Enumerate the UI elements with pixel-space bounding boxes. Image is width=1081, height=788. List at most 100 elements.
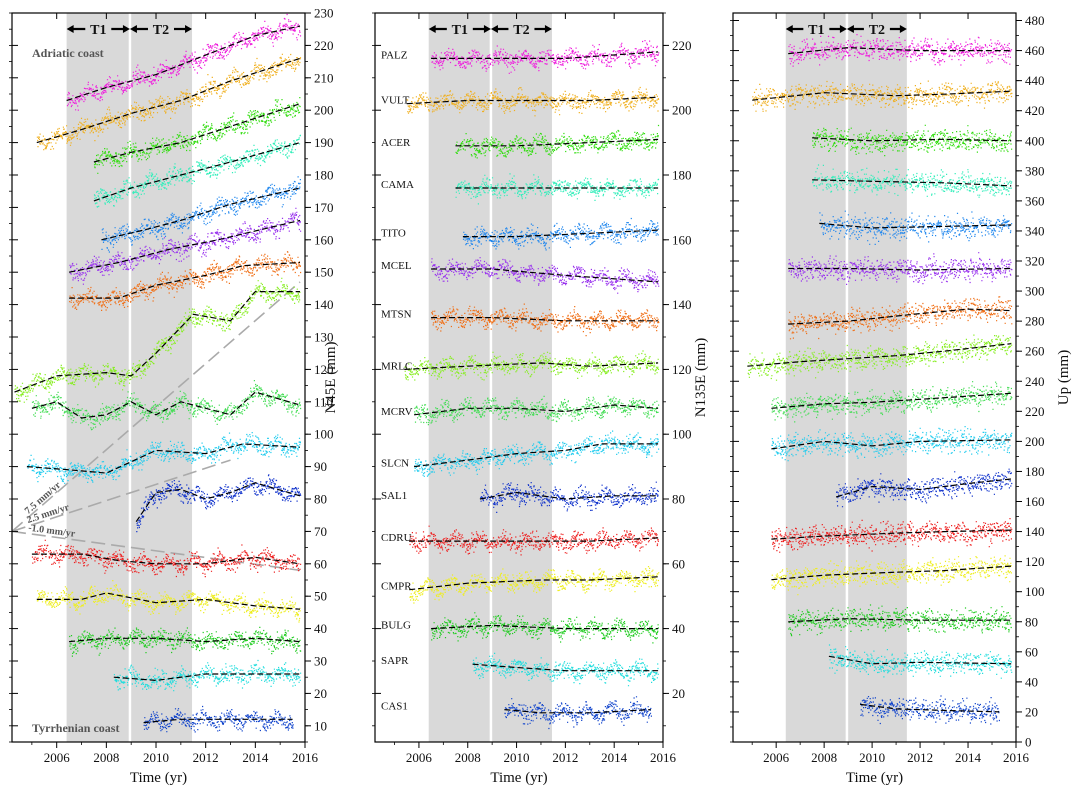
station-label-mcrv: MCRV bbox=[381, 406, 413, 418]
period-t2-label-bg bbox=[147, 20, 174, 37]
y-tick-label: 240 bbox=[1025, 374, 1045, 389]
station-label-mtsn: MTSN bbox=[381, 309, 412, 321]
series-6-points bbox=[69, 251, 302, 311]
series-11 bbox=[771, 518, 1013, 553]
period-t2-arrow-head-right bbox=[185, 25, 193, 33]
station-label-tito: TITO bbox=[381, 228, 406, 240]
x-tick-label: 2006 bbox=[763, 750, 790, 765]
series-6-trend bbox=[431, 317, 659, 322]
series-11-points bbox=[409, 525, 659, 556]
series-3-points bbox=[455, 173, 660, 205]
period-t1-label: T1 bbox=[452, 23, 468, 38]
x-tick-label: 2006 bbox=[44, 750, 71, 765]
series-13-points bbox=[431, 612, 659, 644]
y-tick-label: 120 bbox=[314, 362, 334, 377]
station-label-sapr: SAPR bbox=[381, 655, 409, 667]
y-tick-label: 110 bbox=[314, 394, 333, 409]
series-2-trend bbox=[455, 138, 659, 147]
series-4-trend bbox=[101, 187, 301, 241]
series-7-points bbox=[404, 350, 660, 381]
y-tick-label: 320 bbox=[1025, 254, 1045, 269]
period-t2-label-bg bbox=[508, 20, 535, 37]
series-4-trend bbox=[462, 229, 659, 238]
series-10 bbox=[835, 468, 1013, 508]
period-t2-arrow-head-left bbox=[846, 25, 854, 33]
y-axis-title: N45E (mm) bbox=[323, 341, 339, 413]
y-tick-label: 230 bbox=[314, 6, 334, 21]
period-t2-label-bg bbox=[863, 20, 890, 37]
series-4 bbox=[462, 217, 660, 251]
y-tick-label: 150 bbox=[314, 265, 334, 280]
period-t1-label-bg bbox=[85, 20, 112, 37]
y-tick-label: 20 bbox=[314, 686, 327, 701]
series-11-points bbox=[771, 518, 1013, 553]
y-tick-label: 120 bbox=[1025, 554, 1045, 569]
series-0-trend bbox=[788, 46, 1012, 55]
series-14-points bbox=[828, 644, 1013, 679]
y-tick-label: 190 bbox=[314, 135, 334, 150]
series-6 bbox=[431, 303, 660, 337]
series-13 bbox=[788, 604, 1012, 637]
series-8 bbox=[31, 380, 302, 431]
station-label-cmpr: CMPR bbox=[381, 581, 412, 593]
y-tick-label: 90 bbox=[314, 459, 327, 474]
series-9-points bbox=[771, 426, 1013, 462]
period-t1-arrow-head-right bbox=[483, 25, 491, 33]
y-tick-label: 220 bbox=[1025, 404, 1045, 419]
y-tick-label: 60 bbox=[672, 556, 685, 571]
station-label-sal1: SAL1 bbox=[381, 490, 407, 502]
series-8-points bbox=[414, 395, 660, 426]
series-12 bbox=[771, 555, 1012, 596]
y-tick-label: 70 bbox=[314, 524, 327, 539]
period-t2-label: T2 bbox=[869, 23, 885, 38]
series-13-trend bbox=[788, 618, 1012, 623]
station-label-palz: PALZ bbox=[381, 49, 408, 61]
series-7 bbox=[747, 334, 1013, 381]
tyrrhenian-coast-label: Tyrrhenian coast bbox=[32, 721, 119, 735]
series-15 bbox=[860, 695, 1000, 725]
series-1 bbox=[406, 86, 660, 117]
y-tick-label: 480 bbox=[1025, 13, 1045, 28]
y-tick-label: 160 bbox=[672, 232, 692, 247]
series-3-trend bbox=[93, 142, 301, 202]
x-tick-label: 2006 bbox=[406, 750, 433, 765]
series-14-trend bbox=[113, 673, 300, 682]
series-7 bbox=[404, 350, 660, 381]
y-tick-label: 260 bbox=[1025, 344, 1045, 359]
y-tick-label: 140 bbox=[314, 297, 334, 312]
y-tick-label: 160 bbox=[314, 232, 334, 247]
y-tick-label: 180 bbox=[1025, 464, 1045, 479]
plot-frame bbox=[732, 12, 1017, 743]
y-tick-label: 40 bbox=[1025, 674, 1038, 689]
series-2 bbox=[93, 97, 301, 174]
y-tick-label: 140 bbox=[1025, 524, 1045, 539]
period-t2-arrow-head-left bbox=[129, 25, 137, 33]
series-11-trend bbox=[31, 553, 301, 565]
series-14 bbox=[472, 652, 659, 687]
series-13 bbox=[431, 612, 659, 644]
y-tick-label: 80 bbox=[672, 492, 685, 507]
series-14 bbox=[113, 659, 302, 692]
series-8-points bbox=[771, 381, 1013, 423]
series-6-trend bbox=[69, 261, 301, 299]
period-t2-arrow-head-right bbox=[544, 25, 552, 33]
series-9-points bbox=[27, 432, 301, 484]
y-tick-label: 100 bbox=[314, 427, 334, 442]
series-15-trend bbox=[860, 703, 1000, 713]
x-tick-label: 2012 bbox=[907, 750, 933, 765]
series-1-points bbox=[752, 80, 1013, 112]
series-7 bbox=[14, 277, 301, 403]
series-6-points bbox=[788, 296, 1013, 340]
period-t1-arrow-head-right bbox=[122, 25, 130, 33]
station-label-bulg: BULG bbox=[381, 620, 411, 632]
x-tick-label: 2016 bbox=[1003, 750, 1030, 765]
y-tick-label: 220 bbox=[672, 38, 692, 53]
period-t1-label: T1 bbox=[90, 23, 106, 38]
series-11-trend bbox=[409, 537, 659, 542]
y-tick-label: 180 bbox=[314, 168, 334, 183]
panel-up: T1 T2 0 20 40 60 80 100 120 140 160 180 200 220 240 260… bbox=[730, 12, 1072, 786]
series-4 bbox=[819, 210, 1013, 245]
y-tick-label: 220 bbox=[314, 38, 334, 53]
series-0 bbox=[66, 13, 302, 111]
series-7-points bbox=[747, 334, 1013, 381]
